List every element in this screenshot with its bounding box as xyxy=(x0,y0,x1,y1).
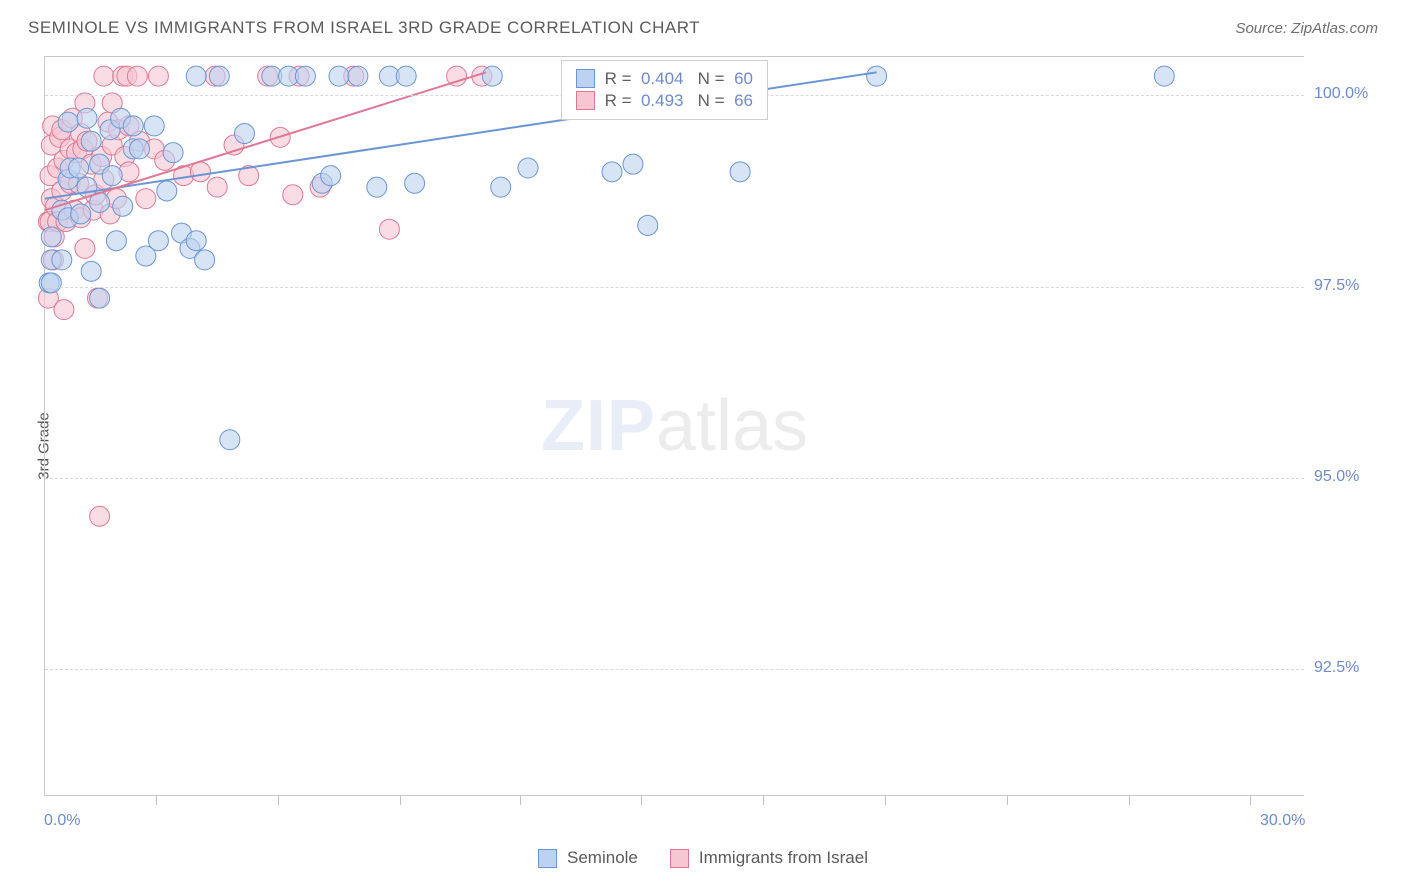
data-point xyxy=(41,227,61,247)
scatter-plot xyxy=(45,57,1304,795)
y-tick-label: 100.0% xyxy=(1314,85,1368,103)
x-tick xyxy=(1007,795,1008,805)
data-point xyxy=(379,219,399,239)
x-tick xyxy=(520,795,521,805)
x-tick xyxy=(1129,795,1130,805)
grid-line-h xyxy=(45,478,1304,479)
stats-legend: R = 0.404 N = 60R = 0.493 N = 66 xyxy=(561,60,768,120)
data-point xyxy=(157,181,177,201)
x-tick xyxy=(641,795,642,805)
data-point xyxy=(127,66,147,86)
data-point xyxy=(1154,66,1174,86)
data-point xyxy=(867,66,887,86)
data-point xyxy=(623,154,643,174)
legend-item-israel: Immigrants from Israel xyxy=(670,848,868,868)
swatch-israel xyxy=(670,849,689,868)
data-point xyxy=(602,162,622,182)
data-point xyxy=(71,204,91,224)
legend-label-israel: Immigrants from Israel xyxy=(699,848,868,868)
x-tick xyxy=(156,795,157,805)
data-point xyxy=(54,300,74,320)
data-point xyxy=(148,231,168,251)
data-point xyxy=(283,185,303,205)
stats-text: R = 0.404 N = 60 xyxy=(605,69,753,89)
y-tick-label: 92.5% xyxy=(1314,659,1359,677)
data-point xyxy=(209,66,229,86)
data-point xyxy=(207,177,227,197)
data-point xyxy=(321,166,341,186)
legend-label-seminole: Seminole xyxy=(567,848,638,868)
data-point xyxy=(195,250,215,270)
data-point xyxy=(94,66,114,86)
x-tick-label: 30.0% xyxy=(1260,812,1305,830)
data-point xyxy=(77,108,97,128)
data-point xyxy=(130,139,150,159)
data-point xyxy=(235,124,255,144)
data-point xyxy=(90,288,110,308)
x-tick xyxy=(1250,795,1251,805)
chart-title: SEMINOLE VS IMMIGRANTS FROM ISRAEL 3RD G… xyxy=(28,18,700,38)
data-point xyxy=(186,231,206,251)
data-point xyxy=(75,238,95,258)
x-tick xyxy=(278,795,279,805)
data-point xyxy=(163,143,183,163)
stats-swatch xyxy=(576,69,595,88)
data-point xyxy=(69,158,89,178)
data-point xyxy=(396,66,416,86)
data-point xyxy=(81,131,101,151)
data-point xyxy=(123,116,143,136)
data-point xyxy=(106,231,126,251)
data-point xyxy=(186,66,206,86)
data-point xyxy=(638,215,658,235)
grid-line-h xyxy=(45,669,1304,670)
chart-area: ZIPatlas xyxy=(44,56,1304,796)
data-point xyxy=(136,189,156,209)
data-point xyxy=(482,66,502,86)
x-tick-label: 0.0% xyxy=(44,812,80,830)
bottom-legend: Seminole Immigrants from Israel xyxy=(0,848,1406,868)
data-point xyxy=(41,273,61,293)
x-tick xyxy=(885,795,886,805)
data-point xyxy=(148,66,168,86)
data-point xyxy=(491,177,511,197)
data-point xyxy=(329,66,349,86)
data-point xyxy=(220,430,240,450)
swatch-seminole xyxy=(538,849,557,868)
data-point xyxy=(81,261,101,281)
stats-text: R = 0.493 N = 66 xyxy=(605,91,753,111)
y-tick-label: 95.0% xyxy=(1314,468,1359,486)
data-point xyxy=(730,162,750,182)
data-point xyxy=(113,196,133,216)
stats-swatch xyxy=(576,91,595,110)
data-point xyxy=(144,116,164,136)
x-tick xyxy=(763,795,764,805)
data-point xyxy=(295,66,315,86)
data-point xyxy=(90,506,110,526)
data-point xyxy=(102,166,122,186)
data-point xyxy=(58,112,78,132)
grid-line-h xyxy=(45,287,1304,288)
data-point xyxy=(190,162,210,182)
data-point xyxy=(348,66,368,86)
y-tick-label: 97.5% xyxy=(1314,277,1359,295)
data-point xyxy=(405,173,425,193)
data-point xyxy=(367,177,387,197)
data-point xyxy=(52,250,72,270)
stats-legend-row: R = 0.404 N = 60 xyxy=(576,69,753,89)
x-tick xyxy=(400,795,401,805)
data-point xyxy=(518,158,538,178)
source-label: Source: ZipAtlas.com xyxy=(1235,20,1378,37)
stats-legend-row: R = 0.493 N = 66 xyxy=(576,91,753,111)
legend-item-seminole: Seminole xyxy=(538,848,638,868)
